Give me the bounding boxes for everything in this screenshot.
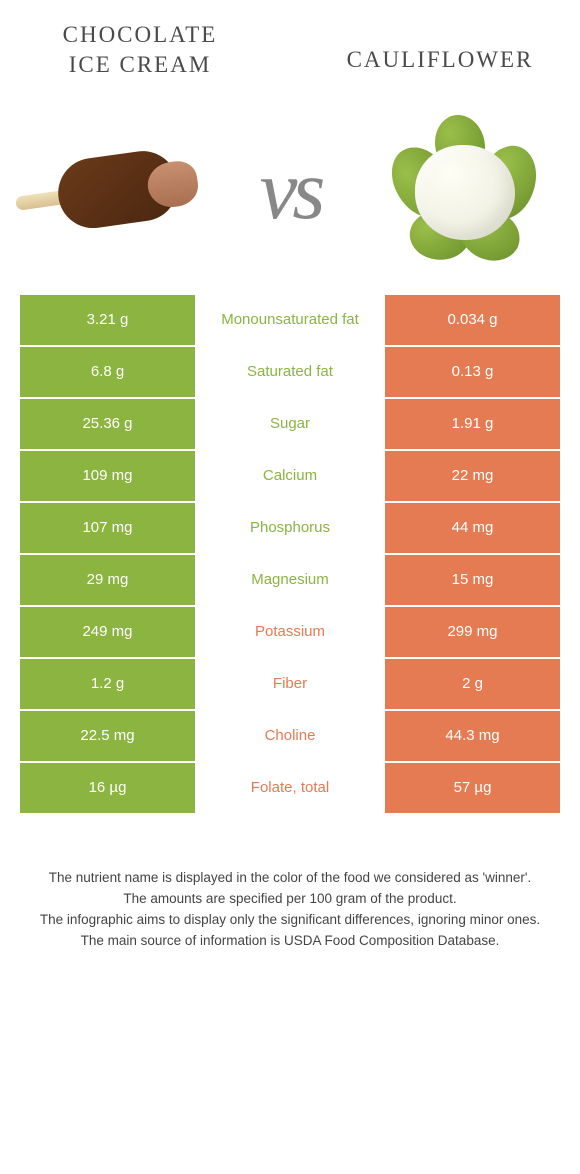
table-row: 109 mgCalcium22 mg <box>20 451 560 501</box>
vs-label: vs <box>260 141 321 239</box>
nutrient-label-cell: Magnesium <box>195 555 385 605</box>
left-value-cell: 6.8 g <box>20 347 195 397</box>
right-value-cell: 2 g <box>385 659 560 709</box>
right-value-cell: 57 µg <box>385 763 560 813</box>
left-value-cell: 25.36 g <box>20 399 195 449</box>
table-row: 3.21 gMonounsaturated fat0.034 g <box>20 295 560 345</box>
right-value-cell: 44.3 mg <box>385 711 560 761</box>
left-value-cell: 3.21 g <box>20 295 195 345</box>
left-value-cell: 249 mg <box>20 607 195 657</box>
images-row: vs <box>20 120 560 260</box>
left-value-cell: 109 mg <box>20 451 195 501</box>
nutrient-label-cell: Sugar <box>195 399 385 449</box>
nutrient-label-cell: Fiber <box>195 659 385 709</box>
right-value-cell: 299 mg <box>385 607 560 657</box>
header: CHOCOLATE ICE CREAM CAULIFLOWER <box>20 20 560 80</box>
left-value-cell: 22.5 mg <box>20 711 195 761</box>
nutrient-label-cell: Phosphorus <box>195 503 385 553</box>
right-value-cell: 44 mg <box>385 503 560 553</box>
nutrient-table: 3.21 gMonounsaturated fat0.034 g6.8 gSat… <box>20 295 560 813</box>
table-row: 29 mgMagnesium15 mg <box>20 555 560 605</box>
nutrient-label-cell: Folate, total <box>195 763 385 813</box>
right-value-cell: 0.13 g <box>385 347 560 397</box>
left-value-cell: 107 mg <box>20 503 195 553</box>
nutrient-label-cell: Saturated fat <box>195 347 385 397</box>
right-value-cell: 15 mg <box>385 555 560 605</box>
left-value-cell: 1.2 g <box>20 659 195 709</box>
table-row: 6.8 gSaturated fat0.13 g <box>20 347 560 397</box>
right-value-cell: 22 mg <box>385 451 560 501</box>
left-food-image <box>30 120 200 260</box>
footer-line: The main source of information is USDA F… <box>35 931 545 952</box>
left-title-line1: CHOCOLATE <box>63 22 218 47</box>
footer-notes: The nutrient name is displayed in the co… <box>20 868 560 952</box>
table-row: 25.36 gSugar1.91 g <box>20 399 560 449</box>
right-title: CAULIFLOWER <box>347 47 534 72</box>
table-row: 1.2 gFiber2 g <box>20 659 560 709</box>
icecream-icon <box>36 145 194 235</box>
table-row: 16 µgFolate, total57 µg <box>20 763 560 813</box>
right-value-cell: 0.034 g <box>385 295 560 345</box>
left-food-title: CHOCOLATE ICE CREAM <box>40 20 240 80</box>
nutrient-label-cell: Monounsaturated fat <box>195 295 385 345</box>
footer-line: The infographic aims to display only the… <box>35 910 545 931</box>
cauliflower-icon <box>390 120 540 260</box>
left-value-cell: 29 mg <box>20 555 195 605</box>
left-title-line2: ICE CREAM <box>69 52 212 77</box>
table-row: 22.5 mgCholine44.3 mg <box>20 711 560 761</box>
nutrient-label-cell: Calcium <box>195 451 385 501</box>
footer-line: The amounts are specified per 100 gram o… <box>35 889 545 910</box>
right-value-cell: 1.91 g <box>385 399 560 449</box>
nutrient-label-cell: Potassium <box>195 607 385 657</box>
right-food-title: CAULIFLOWER <box>340 45 540 75</box>
left-value-cell: 16 µg <box>20 763 195 813</box>
nutrient-label-cell: Choline <box>195 711 385 761</box>
footer-line: The nutrient name is displayed in the co… <box>35 868 545 889</box>
right-food-image <box>380 120 550 260</box>
table-row: 249 mgPotassium299 mg <box>20 607 560 657</box>
table-row: 107 mgPhosphorus44 mg <box>20 503 560 553</box>
